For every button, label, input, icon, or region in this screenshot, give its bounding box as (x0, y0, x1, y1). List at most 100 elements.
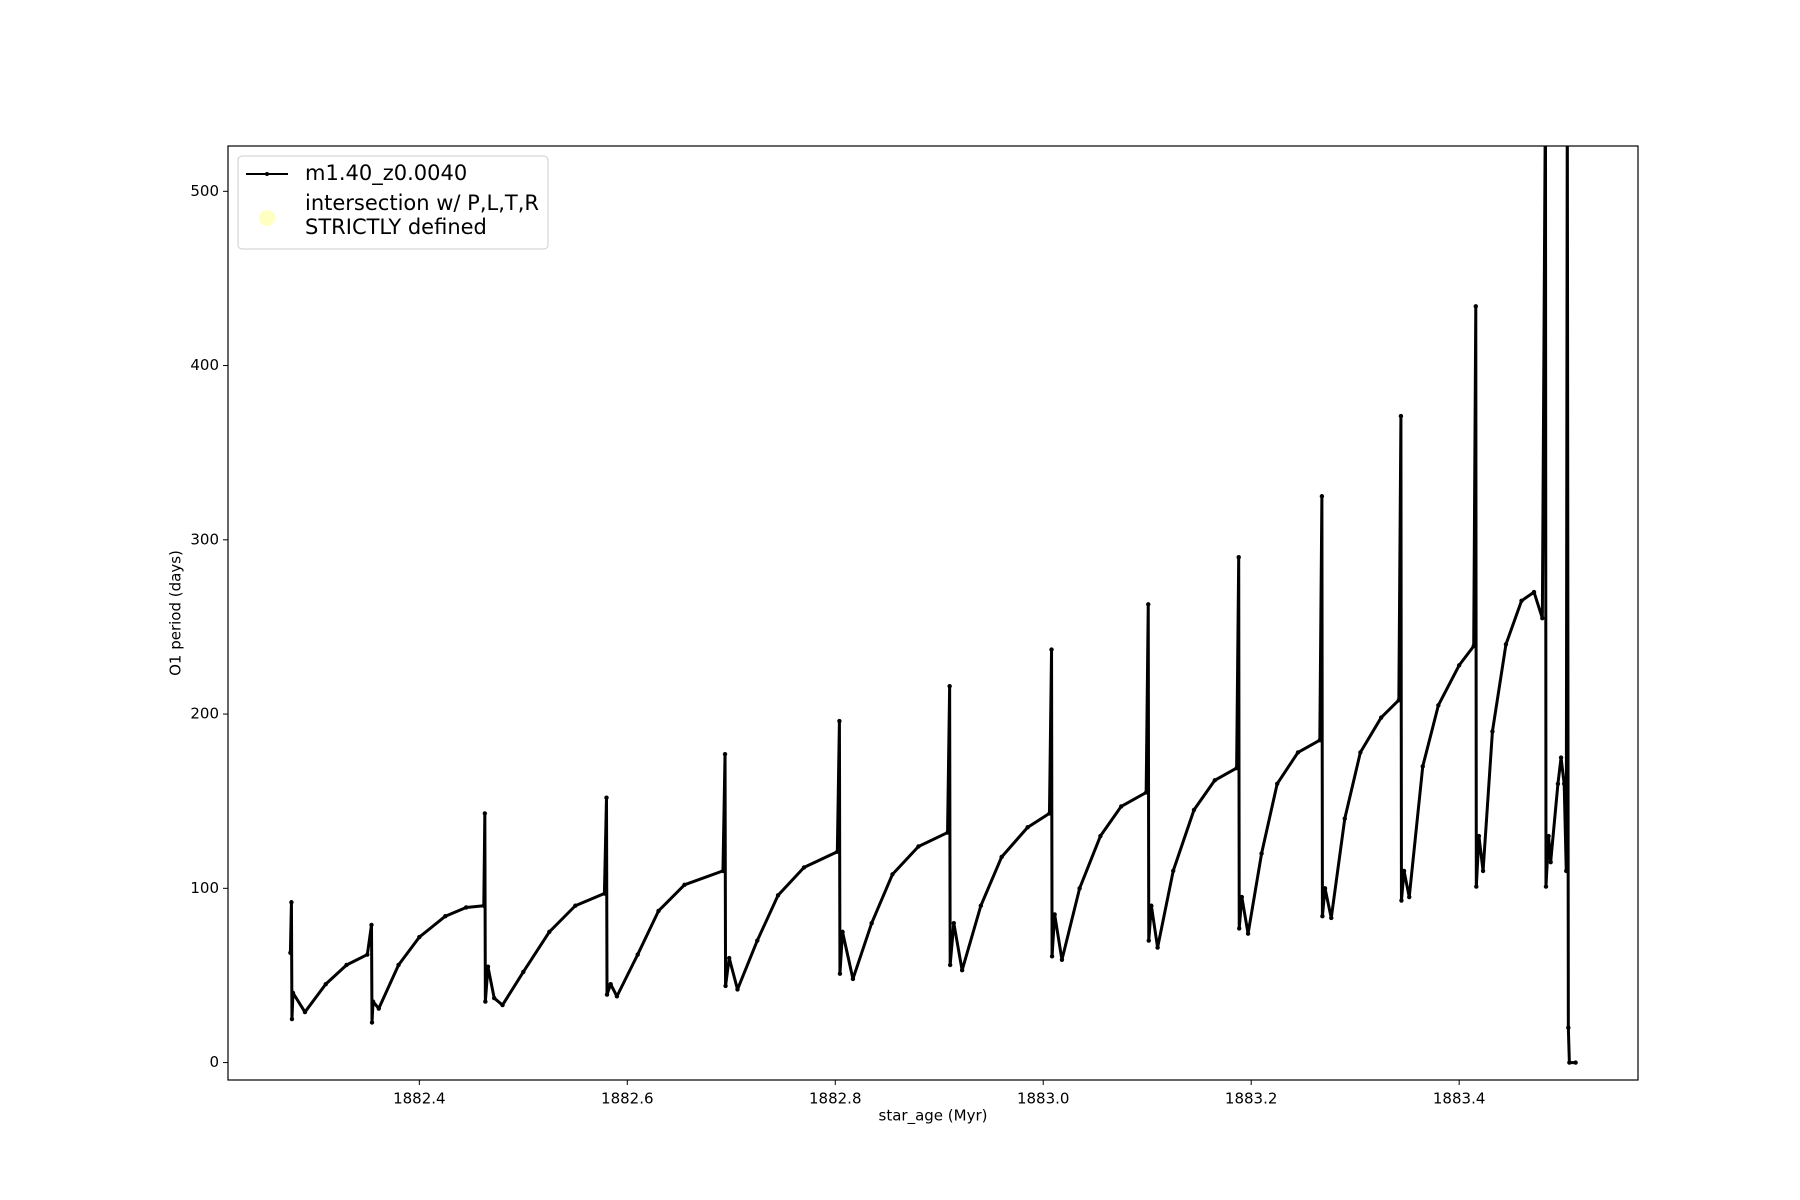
series-marker (1155, 945, 1160, 950)
legend-box (237, 155, 549, 250)
series-marker (1236, 555, 1241, 560)
series-marker (947, 962, 953, 968)
series-marker (1566, 1025, 1571, 1030)
series-marker (1245, 931, 1251, 936)
series-marker (945, 830, 950, 835)
series-marker (1047, 811, 1052, 816)
series-marker (835, 849, 840, 854)
series-marker (1295, 750, 1301, 755)
series-marker (1274, 781, 1280, 786)
series-marker (840, 929, 845, 935)
series-marker (682, 882, 687, 888)
series-marker (1329, 915, 1334, 921)
series-marker (1543, 85, 1547, 89)
series-marker (500, 1002, 505, 1008)
series-marker (1531, 589, 1537, 595)
x-tick-label: 1883.4 (1433, 1090, 1486, 1108)
x-tick-label: 1882.4 (393, 1090, 446, 1108)
series-marker (370, 999, 376, 1004)
series-marker (1546, 833, 1551, 839)
series-marker (1456, 663, 1462, 668)
series-marker (1212, 778, 1217, 783)
series-marker (1059, 957, 1065, 962)
series-marker (485, 964, 491, 969)
series-marker (1237, 926, 1242, 931)
series-marker (916, 844, 921, 849)
series-marker (1565, 85, 1569, 89)
series-marker (365, 952, 370, 957)
series-marker (1234, 765, 1239, 771)
series-marker (1378, 715, 1384, 720)
series-marker (1519, 598, 1524, 604)
series-marker (978, 903, 984, 908)
series-marker (1317, 738, 1323, 743)
series-marker (869, 920, 874, 926)
legend-label: intersection w/ P,L,T,R STRICTLY defined (305, 191, 539, 239)
x-tick-label: 1882.8 (809, 1090, 862, 1108)
series-marker (720, 868, 726, 874)
series-marker (602, 891, 607, 896)
series-marker (837, 718, 842, 724)
x-axis-label: star_age (Myr) (879, 1107, 988, 1126)
series-marker (1503, 642, 1509, 647)
series-marker (1049, 954, 1055, 959)
series-marker (755, 938, 760, 943)
series-marker (604, 795, 609, 800)
plot-area (288, 85, 1578, 1065)
series-marker (1052, 912, 1057, 917)
series-marker (369, 922, 374, 928)
series-marker (1555, 781, 1561, 786)
series-marker (635, 952, 640, 957)
series-marker (1561, 781, 1567, 786)
y-tick-label: 100 (190, 879, 219, 897)
series-marker (288, 950, 293, 955)
series-marker (1025, 825, 1030, 830)
series-marker (726, 955, 732, 961)
series-marker (1239, 894, 1245, 900)
series-marker (1401, 868, 1407, 874)
series-marker (614, 994, 620, 999)
series-marker (1473, 304, 1478, 309)
series-marker (369, 1020, 375, 1025)
series-marker (1143, 790, 1149, 795)
series-marker (1420, 764, 1425, 769)
series-marker (344, 962, 349, 968)
y-tick-label: 400 (190, 356, 219, 374)
series-marker (1146, 938, 1151, 943)
series-marker (1319, 494, 1325, 499)
series-marker (1191, 807, 1197, 813)
series-marker (1474, 884, 1479, 889)
series-marker (573, 903, 578, 908)
series-marker (396, 962, 401, 968)
series-marker (656, 908, 661, 914)
series-marker (1149, 903, 1154, 908)
series-marker (323, 981, 328, 987)
series-marker (1170, 868, 1176, 874)
series-marker (1322, 886, 1328, 891)
series-marker (608, 981, 613, 987)
y-tick-label: 300 (190, 530, 219, 548)
series-marker (1558, 755, 1564, 760)
series-marker (483, 999, 488, 1004)
series-marker (1407, 894, 1412, 900)
series-marker (491, 995, 497, 1001)
series-marker (947, 683, 952, 689)
series-marker (443, 914, 448, 919)
series-marker (775, 893, 781, 898)
series-marker (959, 968, 965, 973)
x-tick-label: 1883.2 (1225, 1090, 1278, 1108)
series-marker (890, 872, 895, 877)
series-marker (1119, 804, 1124, 809)
y-tick-label: 500 (190, 182, 219, 200)
series-marker (604, 992, 610, 997)
plot-frame (227, 145, 1639, 1081)
legend-swatch (259, 210, 275, 226)
series-marker (735, 987, 740, 992)
x-tick-label: 1882.6 (601, 1090, 654, 1108)
legend-label: m1.40_z0.0040 (305, 161, 467, 186)
series-marker (481, 903, 486, 908)
x-tick-label: 1883.0 (1017, 1090, 1070, 1108)
series-marker (1567, 1060, 1572, 1065)
